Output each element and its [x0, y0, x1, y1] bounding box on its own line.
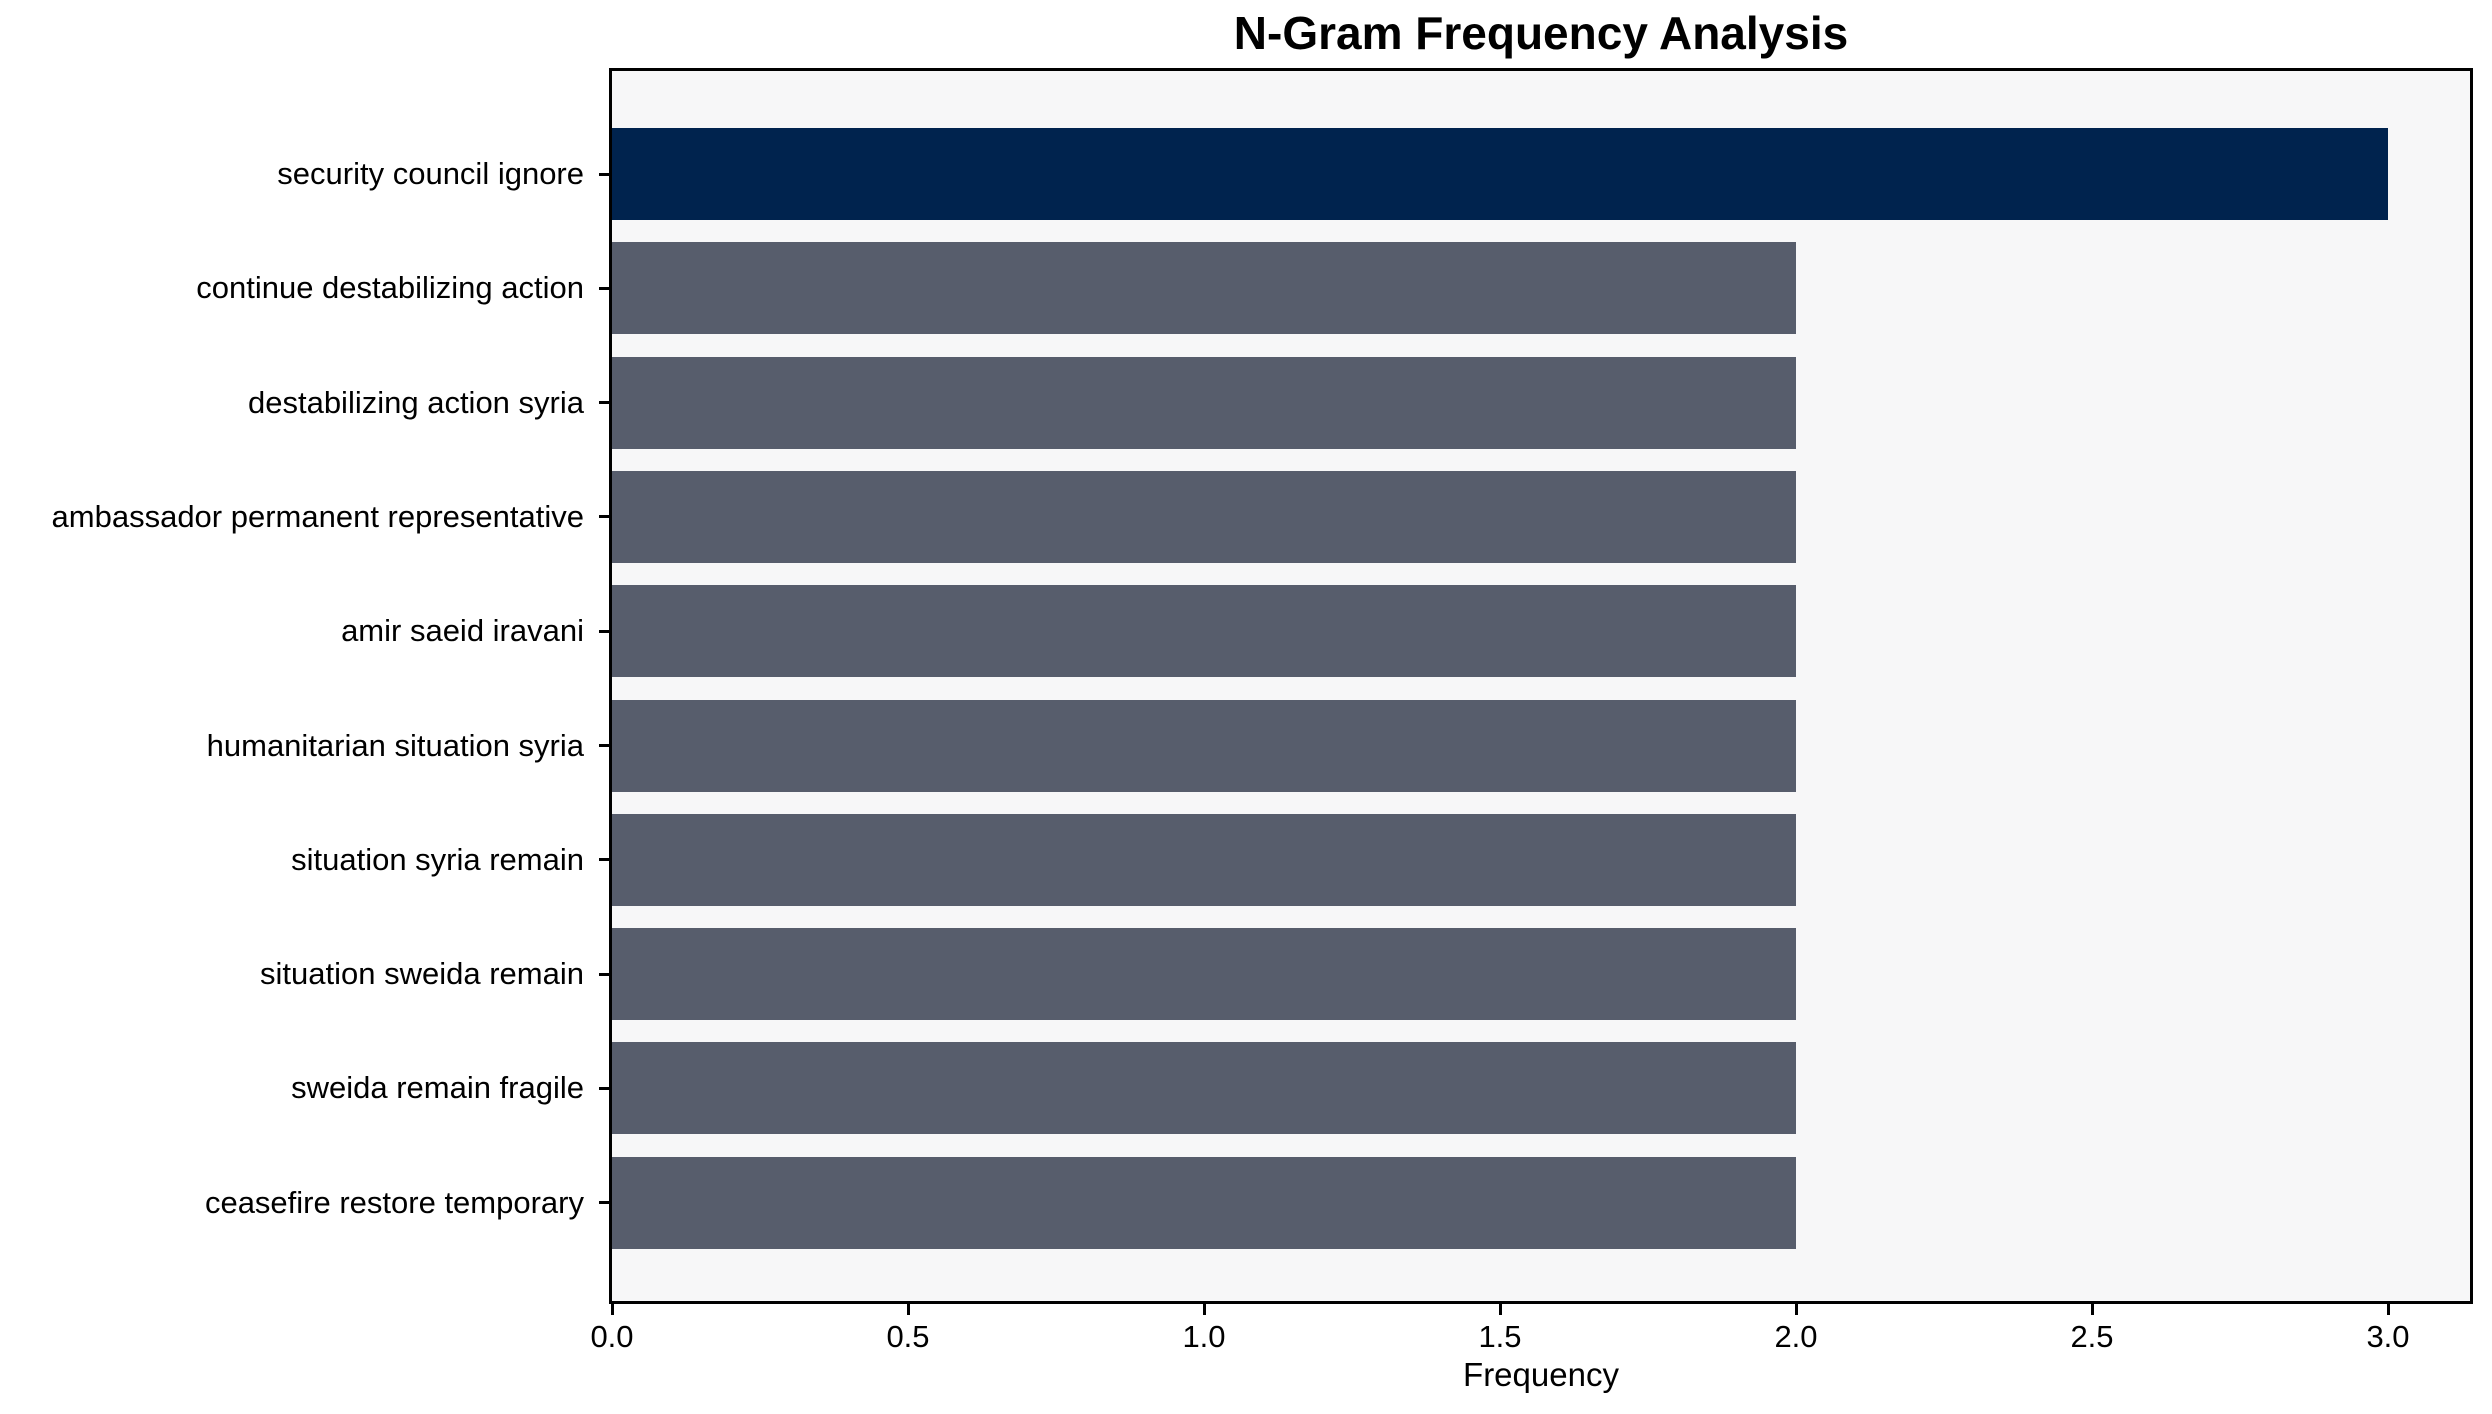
y-tick-label: situation syria remain: [291, 841, 584, 877]
y-tick-label: situation sweida remain: [260, 956, 584, 992]
x-tick-label: 3.0: [2366, 1319, 2410, 1354]
x-tick-mark: [1202, 1304, 1206, 1315]
x-tick-label: 0.5: [886, 1319, 930, 1354]
y-tick-mark: [599, 629, 609, 633]
y-tick-mark: [599, 972, 609, 976]
x-tick-label: 1.5: [1478, 1319, 1522, 1354]
x-tick-mark: [2090, 1304, 2094, 1315]
bar-destabilizing-action-syria: [612, 356, 1796, 449]
y-tick-label: ambassador permanent representative: [51, 498, 584, 534]
y-tick-label: amir saeid iravani: [341, 613, 584, 649]
bar-situation-syria-remain: [612, 813, 1796, 906]
y-tick-mark: [599, 858, 609, 862]
y-tick-label: destabilizing action syria: [247, 384, 584, 420]
y-tick-mark: [599, 401, 609, 405]
x-tick-mark: [610, 1304, 614, 1315]
y-tick-label: sweida remain fragile: [291, 1070, 584, 1106]
x-tick-mark: [1498, 1304, 1502, 1315]
bar-situation-sweida-remain: [612, 928, 1796, 1021]
chart-title: N-Gram Frequency Analysis: [1233, 7, 1849, 59]
x-tick-mark: [906, 1304, 910, 1315]
y-tick-label: security council ignore: [277, 156, 584, 191]
x-axis-title: Frequency: [1463, 1356, 1619, 1393]
x-tick-label: 2.5: [2070, 1319, 2114, 1354]
bar-sweida-remain-fragile: [612, 1042, 1796, 1135]
y-tick-mark: [599, 286, 609, 290]
bar-continue-destabilizing-action: [612, 242, 1796, 335]
x-tick-mark: [1794, 1304, 1798, 1315]
y-tick-label: humanitarian situation syria: [206, 727, 584, 763]
y-tick-mark: [599, 172, 609, 176]
x-tick-label: 0.0: [590, 1319, 634, 1354]
y-tick-label: continue destabilizing action: [196, 270, 584, 306]
bar-ceasefire-restore-temporary: [612, 1156, 1796, 1249]
bar-amir-saeid-iravani: [612, 585, 1796, 678]
y-tick-mark: [599, 744, 609, 747]
y-tick-mark: [599, 515, 609, 519]
bar-humanitarian-situation-syria: [612, 699, 1796, 792]
x-tick-mark: [2386, 1304, 2390, 1315]
y-tick-label: ceasefire restore temporary: [204, 1184, 584, 1220]
bar-ambassador-permanent-representative: [612, 470, 1796, 563]
x-tick-label: 2.0: [1774, 1319, 1818, 1354]
x-tick-label: 1.0: [1182, 1319, 1226, 1354]
bar-security-council-ignore: [612, 128, 2388, 220]
y-tick-mark: [599, 1086, 609, 1090]
y-tick-mark: [599, 1201, 609, 1205]
